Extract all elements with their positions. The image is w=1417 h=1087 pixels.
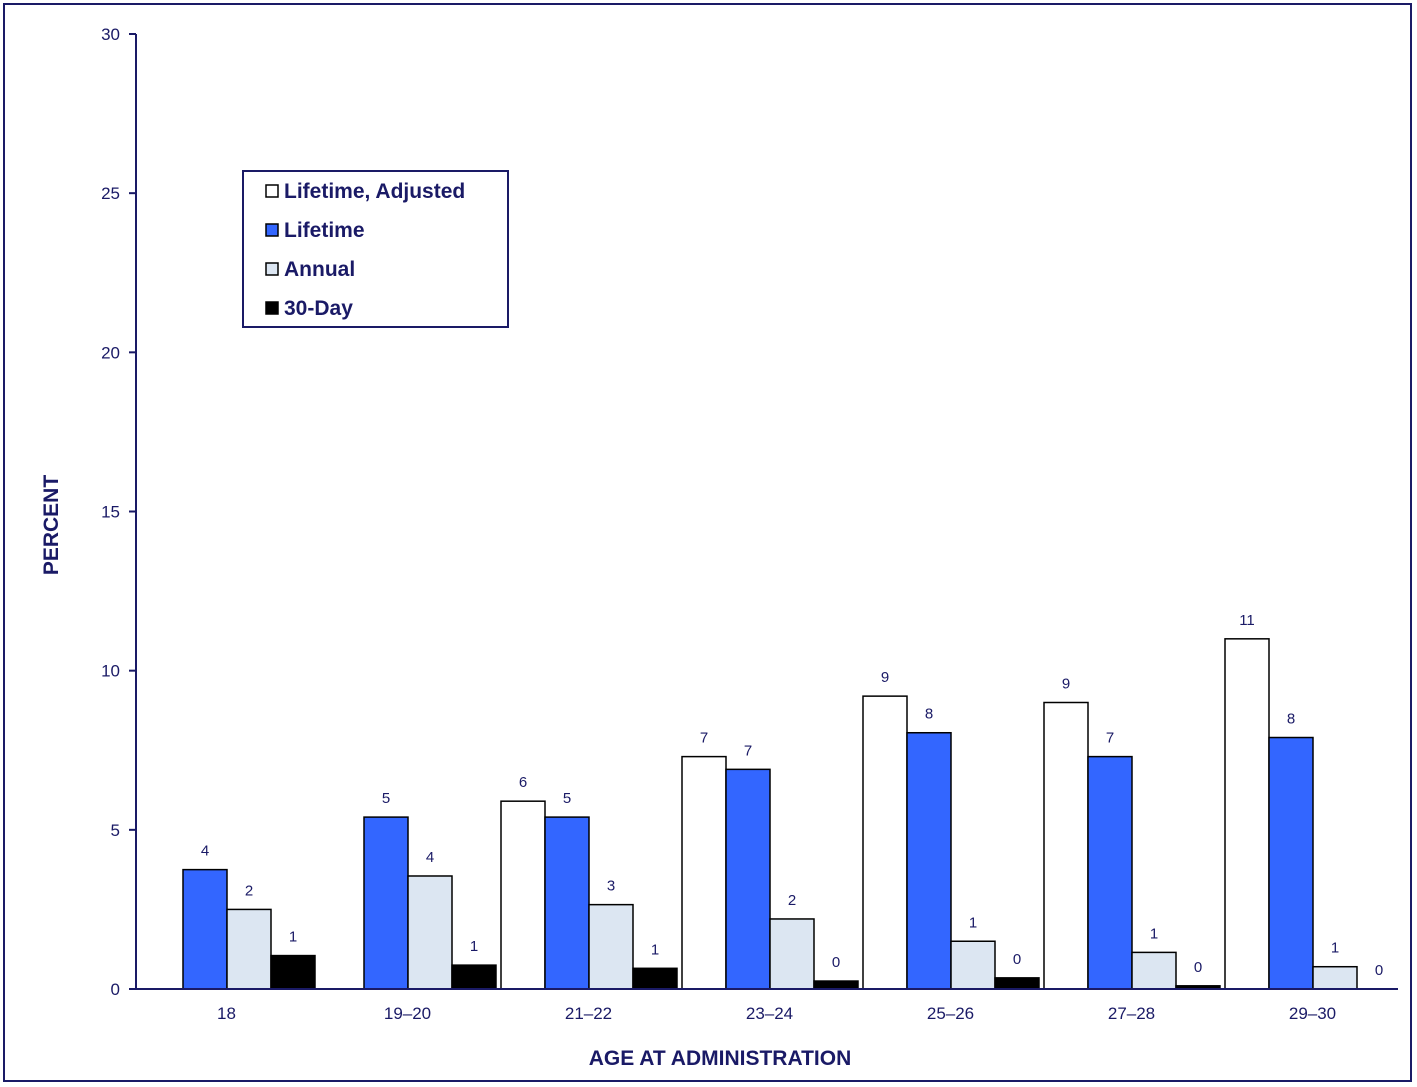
bar-lifetime-adjusted-2 [500, 800, 546, 990]
x-tick-label: 19–20 [384, 1004, 431, 1023]
bar-lifetime-5 [1087, 755, 1133, 990]
data-label: 1 [470, 938, 478, 955]
x-tick-label: 21–22 [565, 1004, 612, 1023]
data-label: 4 [426, 849, 434, 866]
axes-layer [129, 33, 1398, 990]
data-label: 7 [744, 742, 752, 759]
data-label: 4 [201, 843, 209, 860]
legend-swatch [265, 184, 279, 198]
bar-lifetime-adjusted-4 [862, 695, 908, 990]
bar-lifetime-1 [363, 816, 409, 990]
legend-label: Lifetime [284, 219, 365, 242]
x-tick-label: 29–30 [1289, 1004, 1336, 1023]
bar-annual-2 [588, 903, 634, 990]
data-label: 1 [1150, 925, 1158, 942]
bar-lifetime-0 [182, 868, 228, 990]
x-axis-title: AGE AT ADMINISTRATION [589, 1047, 851, 1070]
bar-30-day-3 [813, 980, 859, 990]
bar-lifetime-2 [544, 816, 590, 990]
bar-lifetime-4 [906, 731, 952, 990]
bar-lifetime-adjusted-3 [681, 755, 727, 990]
data-label: 9 [881, 669, 889, 686]
x-tick-label: 25–26 [927, 1004, 974, 1023]
legend-label: Lifetime, Adjusted [284, 180, 465, 203]
data-label: 0 [1013, 951, 1021, 968]
y-tick-label: 30 [101, 25, 120, 44]
data-label: 8 [1287, 711, 1295, 728]
data-label: 2 [788, 892, 796, 909]
bar-annual-5 [1131, 951, 1177, 990]
y-axis-title: PERCENT [40, 475, 63, 576]
data-label: 1 [651, 941, 659, 958]
data-label: 8 [925, 706, 933, 723]
legend-swatch [265, 301, 279, 315]
data-label: 6 [519, 774, 527, 791]
y-tick-label: 5 [111, 821, 120, 840]
legend-label: 30-Day [284, 297, 353, 320]
bar-annual-0 [226, 908, 272, 990]
data-label: 0 [1375, 962, 1383, 979]
y-tick-label: 15 [101, 503, 120, 522]
data-label: 2 [245, 882, 253, 899]
bar-lifetime-adjusted-5 [1043, 701, 1089, 990]
bar-annual-3 [769, 918, 815, 990]
bar-30-day-4 [994, 977, 1040, 990]
labels-layer: 4211854119–20653121–22772023–24981025–26… [101, 25, 1383, 1023]
data-label: 1 [289, 929, 297, 946]
legend-box [242, 170, 509, 328]
bar-annual-4 [950, 940, 996, 990]
data-label: 5 [563, 790, 571, 807]
bar-annual-1 [407, 875, 453, 990]
data-label: 5 [382, 790, 390, 807]
bar-lifetime-3 [725, 768, 771, 990]
x-tick-label: 27–28 [1108, 1004, 1155, 1023]
bar-lifetime-adjusted-6 [1224, 638, 1270, 990]
bar-30-day-0 [270, 954, 316, 990]
y-tick-label: 0 [111, 980, 120, 999]
data-label: 7 [1106, 730, 1114, 747]
data-label: 1 [1331, 940, 1339, 957]
bar-30-day-1 [451, 964, 497, 990]
y-tick-label: 20 [101, 343, 120, 362]
data-label: 7 [700, 730, 708, 747]
bar-lifetime-6 [1268, 736, 1314, 990]
data-label: 11 [1239, 612, 1255, 629]
bars-layer [182, 638, 1358, 990]
legend-swatch [265, 262, 279, 276]
legend-label: Annual [284, 258, 355, 281]
x-tick-label: 23–24 [746, 1004, 793, 1023]
data-label: 1 [969, 914, 977, 931]
data-label: 0 [1194, 959, 1202, 976]
y-tick-label: 25 [101, 184, 120, 203]
data-label: 3 [607, 878, 615, 895]
data-label: 0 [832, 954, 840, 971]
bar-annual-6 [1312, 965, 1358, 990]
bar-30-day-2 [632, 967, 678, 990]
x-tick-label: 18 [217, 1004, 236, 1023]
data-label: 9 [1062, 676, 1070, 693]
legend-swatch [265, 223, 279, 237]
y-tick-label: 10 [101, 662, 120, 681]
legend: Lifetime, Adjusted Lifetime Annual 30-Day [242, 170, 509, 328]
